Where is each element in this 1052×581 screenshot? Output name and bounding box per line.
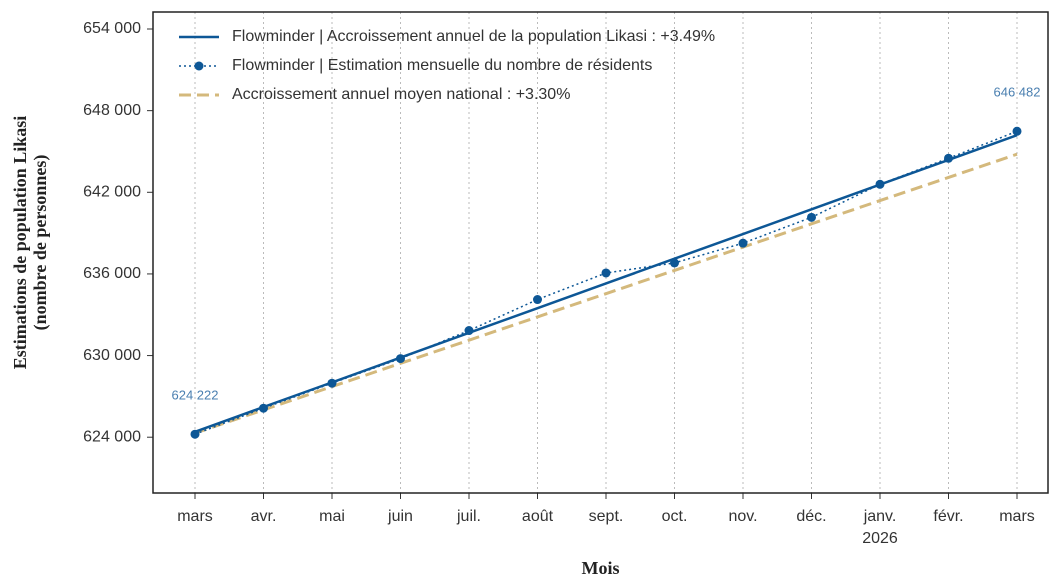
y-axis-title: Estimations de population Likasi(nombre … xyxy=(10,116,51,370)
x-tick-label: janv. 2026 xyxy=(862,508,898,547)
y-tick-label: 636 000 xyxy=(83,265,141,282)
plot-frame xyxy=(152,11,1049,494)
y-tick-label: 624 000 xyxy=(83,428,141,445)
marker xyxy=(259,403,268,413)
legend-label: Flowminder | Estimation mensuelle du nom… xyxy=(232,57,652,74)
data-label: 624 222 xyxy=(172,388,219,403)
marker xyxy=(738,238,748,248)
y-tick-label: 630 000 xyxy=(83,347,141,364)
marker xyxy=(875,179,885,189)
marker xyxy=(533,295,542,305)
x-tick-label: avr. xyxy=(251,508,277,525)
data-label: 646 482 xyxy=(994,85,1041,100)
x-tick-label: mai xyxy=(319,508,345,525)
x-tick-label: sept. xyxy=(589,508,624,525)
series-line xyxy=(194,152,1018,435)
marker xyxy=(464,326,474,336)
x-tick-label: juin xyxy=(387,508,413,525)
marker xyxy=(1012,126,1022,136)
x-tick-label: mars xyxy=(177,508,213,525)
marker xyxy=(396,354,405,364)
y-tick-label: 642 000 xyxy=(83,184,141,201)
x-tick-label: oct. xyxy=(662,508,688,525)
marker xyxy=(670,258,679,268)
legend-label: Accroissement annuel moyen national : +3… xyxy=(232,86,570,103)
x-tick-label: août xyxy=(522,508,554,525)
marker xyxy=(944,153,953,163)
legend-label: Flowminder | Accroissement annuel de la … xyxy=(232,28,715,45)
y-tick-label: 648 000 xyxy=(83,102,141,119)
x-tick-label: juil. xyxy=(456,508,481,525)
marker xyxy=(190,429,200,439)
x-axis-title: Mois xyxy=(582,558,620,578)
marker xyxy=(807,212,816,222)
x-tick-label: nov. xyxy=(728,508,757,525)
x-tick-label: févr. xyxy=(933,508,963,525)
x-tick-label: déc. xyxy=(796,508,826,525)
y-tick-label: 654 000 xyxy=(83,20,141,37)
marker xyxy=(327,378,337,388)
x-tick-label: mars xyxy=(999,508,1035,525)
legend-marker xyxy=(194,61,204,71)
marker xyxy=(601,268,611,278)
